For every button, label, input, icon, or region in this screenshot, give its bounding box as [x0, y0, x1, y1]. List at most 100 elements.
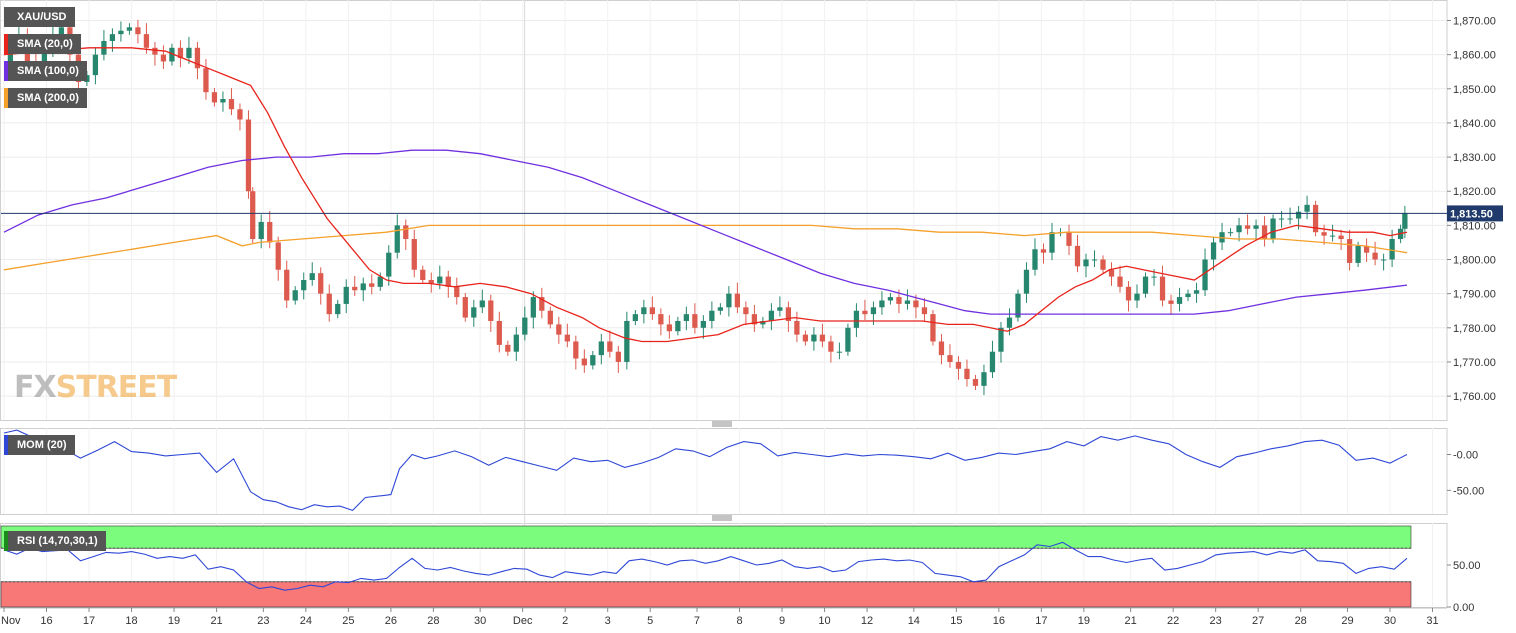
- mom-tick-label: -0.00: [1453, 450, 1478, 462]
- candle-body: [1389, 239, 1395, 260]
- candle-body: [768, 310, 775, 321]
- candle-body: [717, 307, 724, 311]
- time-tick-label: 26: [385, 615, 397, 627]
- candle-body: [1091, 259, 1098, 261]
- grid-lines: [1, 0, 1447, 607]
- candle-body: [505, 344, 511, 352]
- main-panel: [0, 0, 1448, 421]
- candle-body: [386, 252, 392, 277]
- candle-body: [632, 314, 638, 321]
- candle-body: [1202, 259, 1208, 291]
- candle-body: [607, 341, 613, 352]
- candle-body: [828, 341, 834, 352]
- candle-body: [41, 47, 48, 69]
- candle-body: [530, 297, 536, 318]
- candle-body: [1244, 225, 1251, 229]
- candle-body: [152, 47, 158, 55]
- price-tick-label: 1,850.00: [1453, 84, 1496, 96]
- candle-body: [887, 297, 894, 301]
- rsi-oversold-zone: [0, 581, 1412, 608]
- price-tick-label: 1,790.00: [1453, 289, 1496, 301]
- candle-body: [1355, 245, 1361, 263]
- candle-body: [1040, 249, 1047, 253]
- legend-mom[interactable]: MOM (20): [4, 435, 75, 455]
- moving-averages: [3, 47, 1408, 343]
- legend-symbol[interactable]: XAU/USD: [4, 7, 75, 27]
- price-tick-label: 1,780.00: [1453, 323, 1496, 335]
- candle-body: [394, 225, 400, 253]
- time-tick-label: 25: [342, 615, 354, 627]
- candle-body: [862, 310, 868, 315]
- candle-body: [1117, 276, 1123, 287]
- candle-body: [1321, 232, 1327, 236]
- price-tick-label: 1,800.00: [1453, 255, 1496, 267]
- candle-body: [160, 54, 167, 62]
- candle-body: [403, 225, 409, 240]
- candle-body: [245, 119, 252, 192]
- candle-body: [186, 47, 192, 59]
- candle-body: [203, 68, 209, 93]
- candle-body: [938, 341, 945, 356]
- time-tick-label: Dec: [513, 615, 533, 627]
- candle-body: [326, 293, 332, 315]
- candle-body: [258, 221, 264, 240]
- candle-body: [845, 327, 851, 352]
- price-tick-label: 1,770.00: [1453, 357, 1496, 369]
- candle-body: [1108, 269, 1115, 277]
- legend-sma20[interactable]: SMA (20,0): [4, 34, 81, 54]
- time-tick-label: 29: [1341, 615, 1353, 627]
- time-tick-label: Nov: [1, 615, 21, 627]
- candle-body: [709, 310, 715, 321]
- candle-body: [615, 351, 621, 362]
- rsi-zones: [0, 525, 1412, 608]
- candle-body: [955, 361, 962, 369]
- price-tick-label: 1,760.00: [1453, 391, 1496, 403]
- legend-sma100[interactable]: SMA (100,0): [4, 61, 87, 81]
- candle-body: [683, 314, 689, 321]
- candle-body: [564, 334, 570, 342]
- candle-body: [819, 334, 826, 342]
- candle-body: [1142, 276, 1149, 294]
- candle-body: [853, 310, 860, 328]
- candle-body: [777, 307, 783, 311]
- mom-panel: [0, 428, 1448, 515]
- candle-body: [237, 109, 243, 120]
- candle-body: [118, 30, 124, 35]
- candle-body: [896, 297, 902, 304]
- axes: 1,870.00 1,860.00 1,850.00 1,840.00 1,830.00…: [0, 15, 1503, 627]
- time-tick-label: 19: [168, 615, 180, 627]
- price-tick-label: 1,830.00: [1453, 152, 1496, 164]
- candle-body: [211, 92, 218, 103]
- candle-body: [177, 47, 184, 59]
- candle-body: [802, 334, 809, 342]
- candle-body: [360, 283, 366, 291]
- candle-body: [284, 269, 290, 301]
- candle-body: [658, 314, 664, 325]
- candle-body: [1295, 211, 1302, 219]
- time-tick-label: 17: [83, 615, 95, 627]
- candle-body: [998, 327, 1004, 352]
- candle-body: [1151, 276, 1157, 278]
- candle-body: [641, 307, 647, 315]
- time-tick-label: 28: [1295, 615, 1307, 627]
- price-tick-label: 1,840.00: [1453, 118, 1496, 130]
- candle-body: [1402, 213, 1408, 229]
- candle-body: [581, 358, 587, 366]
- price-tick-label: 1,810.00: [1453, 220, 1496, 232]
- candle-body: [462, 297, 468, 318]
- legend-rsi[interactable]: RSI (14,70,30,1): [4, 531, 106, 551]
- time-tick-label: 24: [300, 615, 312, 627]
- candle-body: [1100, 259, 1106, 270]
- candle-body: [445, 276, 451, 287]
- candle-body: [250, 191, 256, 240]
- candle-body: [420, 269, 426, 280]
- time-tick-label: 16: [993, 615, 1005, 627]
- legend-sma200[interactable]: SMA (200,0): [4, 88, 87, 108]
- candle-body: [377, 276, 383, 287]
- time-tick-label: 9: [779, 615, 785, 627]
- candle-body: [1372, 252, 1378, 260]
- price-tick-label: 1,870.00: [1453, 15, 1496, 27]
- indicator-lines: [3, 429, 1408, 591]
- watermark-street: STREET: [55, 370, 178, 405]
